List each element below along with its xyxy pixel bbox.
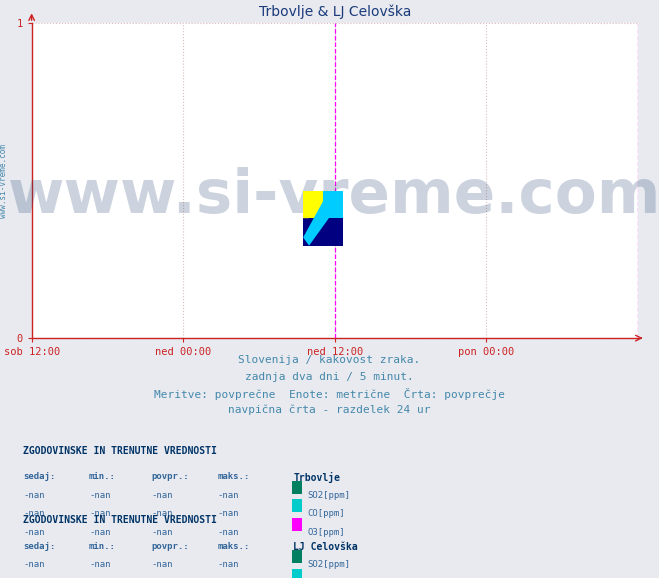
- Text: -nan: -nan: [89, 528, 111, 537]
- Text: SO2[ppm]: SO2[ppm]: [307, 491, 350, 500]
- Text: Trbovlje: Trbovlje: [293, 472, 340, 483]
- Polygon shape: [303, 218, 343, 246]
- Text: Slovenija / kakovost zraka.: Slovenija / kakovost zraka.: [239, 355, 420, 365]
- Text: zadnja dva dni / 5 minut.: zadnja dva dni / 5 minut.: [245, 372, 414, 381]
- Text: -nan: -nan: [152, 560, 173, 569]
- Text: -nan: -nan: [89, 491, 111, 500]
- Text: -nan: -nan: [152, 491, 173, 500]
- Text: -nan: -nan: [89, 509, 111, 518]
- Text: LJ Celovška: LJ Celovška: [293, 542, 358, 551]
- Text: -nan: -nan: [23, 491, 45, 500]
- Text: -nan: -nan: [217, 528, 239, 537]
- Text: www.si-vreme.com: www.si-vreme.com: [8, 167, 659, 226]
- Text: min.:: min.:: [89, 472, 116, 481]
- Text: -nan: -nan: [217, 560, 239, 569]
- Text: ZGODOVINSKE IN TRENUTNE VREDNOSTI: ZGODOVINSKE IN TRENUTNE VREDNOSTI: [23, 515, 217, 525]
- Text: CO[ppm]: CO[ppm]: [307, 509, 345, 518]
- Text: -nan: -nan: [152, 528, 173, 537]
- Polygon shape: [323, 191, 343, 218]
- Text: -nan: -nan: [217, 491, 239, 500]
- Polygon shape: [303, 191, 323, 218]
- Text: -nan: -nan: [23, 560, 45, 569]
- Text: navpična črta - razdelek 24 ur: navpična črta - razdelek 24 ur: [228, 404, 431, 414]
- Text: -nan: -nan: [152, 509, 173, 518]
- Text: maks.:: maks.:: [217, 542, 250, 551]
- Text: -nan: -nan: [89, 560, 111, 569]
- Text: www.si-vreme.com: www.si-vreme.com: [0, 143, 8, 218]
- Text: povpr.:: povpr.:: [152, 542, 189, 551]
- Text: -nan: -nan: [23, 509, 45, 518]
- Text: -nan: -nan: [217, 509, 239, 518]
- Title: Trbovlje & LJ Celovška: Trbovlje & LJ Celovška: [258, 5, 411, 19]
- Text: sedaj:: sedaj:: [23, 472, 55, 481]
- Text: ZGODOVINSKE IN TRENUTNE VREDNOSTI: ZGODOVINSKE IN TRENUTNE VREDNOSTI: [23, 446, 217, 455]
- Polygon shape: [303, 191, 323, 218]
- Text: SO2[ppm]: SO2[ppm]: [307, 560, 350, 569]
- Text: -nan: -nan: [23, 528, 45, 537]
- Text: povpr.:: povpr.:: [152, 472, 189, 481]
- Polygon shape: [303, 191, 343, 246]
- Text: sedaj:: sedaj:: [23, 542, 55, 551]
- Text: O3[ppm]: O3[ppm]: [307, 528, 345, 537]
- Text: Meritve: povprečne  Enote: metrične  Črta: povprečje: Meritve: povprečne Enote: metrične Črta:…: [154, 388, 505, 400]
- Text: maks.:: maks.:: [217, 472, 250, 481]
- Text: min.:: min.:: [89, 542, 116, 551]
